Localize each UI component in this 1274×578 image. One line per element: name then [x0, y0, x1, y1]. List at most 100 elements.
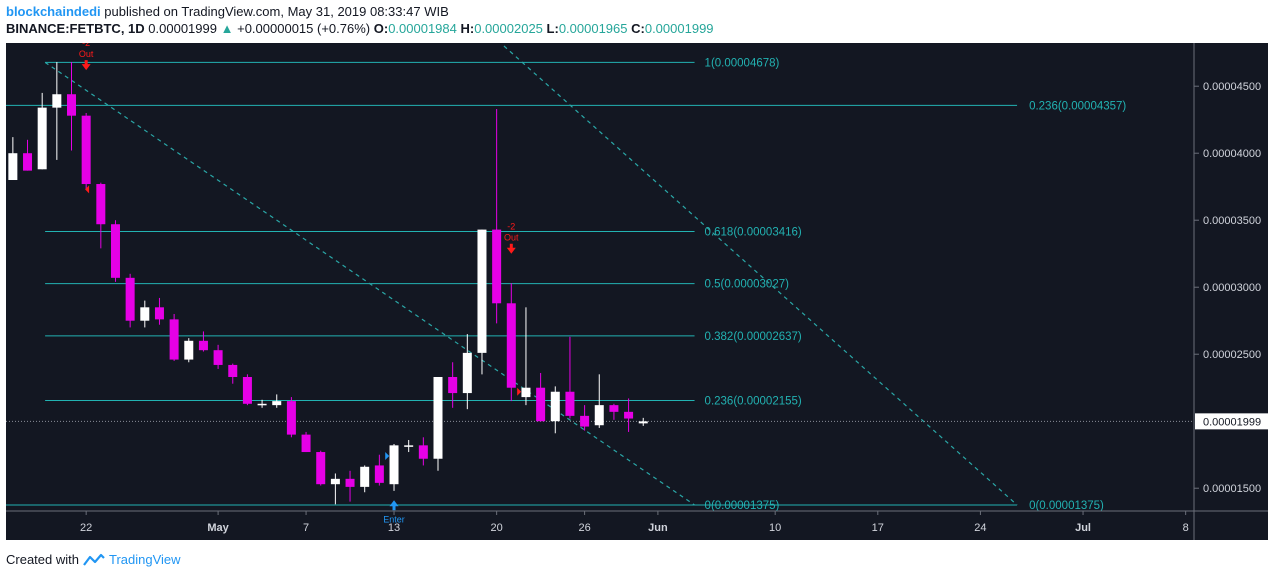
candle-body: [330, 478, 340, 485]
arrow-up-icon: [389, 500, 399, 511]
signal-out-label: Out: [504, 233, 519, 243]
high-label: H:: [460, 21, 475, 36]
price-chart[interactable]: 1(0.00004678) 0.618(0.00003416) 0.5(0.0000…: [6, 43, 1268, 540]
candle-body: [418, 445, 428, 459]
candle-body: [624, 411, 634, 419]
x-tick-label: May: [207, 522, 229, 534]
candle-body: [506, 303, 516, 388]
tradingview-logo-icon: [83, 553, 105, 566]
candle-body: [110, 224, 120, 278]
candle-body: [81, 115, 91, 185]
marker-left-icon: [85, 185, 90, 194]
symbol-info: BINANCE:FETBTC, 1D 0.00001999 ▲ +0.00000…: [6, 21, 714, 36]
close-label: C:: [631, 21, 645, 36]
candle-body: [198, 340, 208, 351]
close-value: 0.00001999: [644, 21, 714, 36]
created-with-text: Created with: [6, 552, 79, 567]
current-price-badge: [1195, 413, 1268, 430]
candle-body: [23, 153, 33, 171]
candle-body: [316, 452, 326, 485]
price-change: +0.00000015 (+0.76%): [237, 21, 371, 36]
signal-out-count: -2: [82, 43, 90, 48]
x-tick-label: 26: [578, 522, 590, 534]
candle-body: [345, 478, 355, 487]
candle-body: [492, 229, 502, 304]
candle-body: [37, 107, 47, 170]
candle-body: [301, 434, 311, 453]
x-tick-label: Jun: [648, 522, 668, 534]
candle-body: [228, 364, 238, 377]
candle-body: [433, 376, 443, 459]
x-tick-label: 20: [491, 522, 503, 534]
candle-body: [565, 391, 575, 416]
candle-body: [52, 94, 62, 108]
fib-level-label: 0.5(0.00003027): [705, 279, 790, 291]
candle-body: [8, 153, 18, 181]
low-label: L:: [546, 21, 559, 36]
candle-body: [580, 415, 590, 427]
candle-body: [360, 466, 370, 487]
candle-body: [536, 387, 546, 422]
fib-level-label: 0.236(0.00004357): [1029, 100, 1126, 112]
y-tick-label: 0.00001500: [1203, 483, 1261, 495]
publish-info: blockchaindedi published on TradingView.…: [6, 4, 449, 19]
candle-body: [67, 94, 76, 116]
publisher-name[interactable]: blockchaindedi: [6, 4, 101, 19]
arrow-down-icon: [506, 243, 516, 254]
chart-background: [6, 43, 1268, 540]
candle-body: [272, 401, 282, 406]
high-value: 0.00002025: [474, 21, 543, 36]
fib-level-label: 0(0.00001375): [1029, 500, 1104, 512]
candle-body: [257, 403, 267, 406]
symbol-label: BINANCE:FETBTC, 1D: [6, 21, 145, 36]
candle-body: [638, 421, 648, 424]
up-triangle-icon: ▲: [220, 21, 234, 36]
y-tick-label: 0.00004000: [1203, 148, 1261, 160]
fib-level-label: 0.236(0.00002155): [705, 395, 802, 407]
candle-body: [521, 387, 531, 398]
publish-text: published on TradingView.com, May 31, 20…: [104, 4, 449, 19]
marker-right-icon: [517, 387, 522, 396]
x-tick-label: 24: [974, 522, 986, 534]
tradingview-brand[interactable]: TradingView: [108, 552, 181, 567]
x-tick-label: 10: [769, 522, 781, 534]
x-tick-label: 17: [872, 522, 884, 534]
footer: Created with TradingView: [6, 552, 181, 567]
x-tick-label: Jul: [1075, 522, 1091, 534]
fib-level-label: 0.618(0.00003416): [705, 226, 802, 238]
signal-out-count: -2: [507, 222, 515, 232]
x-tick-label: 7: [303, 522, 309, 534]
open-value: 0.00001984: [388, 21, 457, 36]
candle-body: [169, 319, 179, 360]
candle-body: [286, 401, 296, 435]
candle-body: [125, 277, 135, 321]
signal-out-label: Out: [79, 49, 94, 59]
fib-level-label: 0.382(0.00002637): [705, 331, 802, 343]
candle-body: [96, 184, 106, 225]
candle-body: [140, 307, 150, 321]
candle-body: [609, 405, 619, 412]
candle-body: [594, 405, 604, 426]
y-tick-label: 0.00002500: [1203, 349, 1261, 361]
marker-right-icon: [385, 452, 390, 461]
y-tick-label: 0.00003000: [1203, 282, 1261, 294]
last-price: 0.00001999: [148, 21, 217, 36]
x-tick-label: 22: [80, 522, 92, 534]
fib-level-label: 1(0.00004678): [705, 57, 780, 69]
candle-body: [448, 376, 458, 394]
trend-line: [503, 45, 1018, 506]
candle-body: [374, 465, 384, 483]
low-value: 0.00001965: [558, 21, 628, 36]
y-tick-label: 0.00003500: [1203, 215, 1261, 227]
candle-body: [184, 340, 194, 360]
candle-body: [389, 445, 399, 485]
arrow-down-icon: [81, 60, 91, 71]
x-tick-label: 13: [388, 522, 400, 534]
fib-level-label: 0(0.00001375): [705, 500, 780, 512]
candle-body: [154, 307, 164, 320]
trend-line: [44, 61, 695, 506]
candle-body: [404, 445, 414, 447]
candle-body: [462, 352, 472, 394]
candle-body: [213, 350, 223, 365]
signal-enter-label: Enter: [383, 514, 405, 524]
